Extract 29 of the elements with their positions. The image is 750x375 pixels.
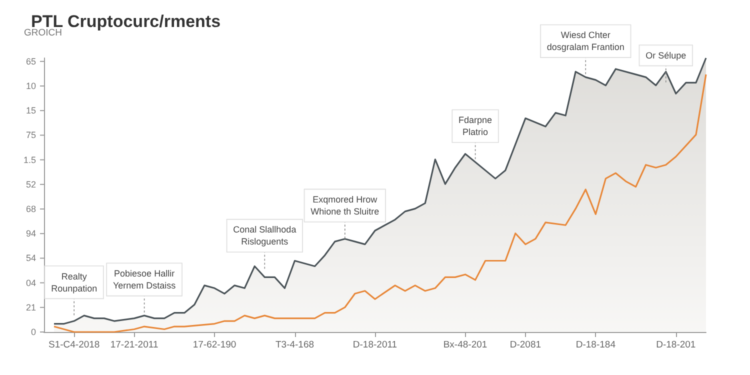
x-tick-label: S1-C4-2018: [48, 340, 100, 350]
annotation: Conal Slallhoda Risloguents: [233, 224, 296, 247]
x-tick-label: Bx-48-201: [443, 340, 488, 350]
annotation: Exqmored Hrow Whione th Sluitre: [310, 194, 380, 217]
x-tick-label: D-18-201: [656, 340, 696, 350]
text: 15: [26, 106, 36, 116]
y-axis-title: GROICH: [24, 28, 62, 38]
annotation: Or Sélupe: [646, 50, 686, 60]
text: 52: [26, 179, 36, 190]
text: 04: [26, 278, 36, 288]
annotation: Pobiesoe Hallir Yernem Dstaiss: [112, 268, 176, 291]
text: 21: [26, 302, 36, 312]
x-tick-label: D-18-2011: [352, 340, 398, 350]
x-tick-label: D-2081: [510, 340, 542, 350]
x-tick-label: 17-62-190: [192, 340, 236, 350]
annotation: Fdarpne Platrio: [458, 115, 492, 138]
text: 1.5: [23, 154, 36, 165]
text: 10: [26, 81, 36, 91]
x-tick-label: D-18-184: [576, 340, 616, 350]
text: 65: [26, 56, 36, 66]
text: 68: [26, 204, 36, 214]
text: Wiesd Chter dosgralam Frantion: [546, 30, 624, 52]
text: 94: [26, 228, 36, 239]
text: 54: [26, 253, 36, 264]
x-tick-label: T3-4-168: [275, 340, 314, 350]
x-tick-label: 17-21-2011: [110, 340, 158, 350]
text: 0: [30, 327, 36, 337]
annotation: Realty Rounpation: [51, 271, 98, 294]
text: 75: [26, 130, 36, 140]
